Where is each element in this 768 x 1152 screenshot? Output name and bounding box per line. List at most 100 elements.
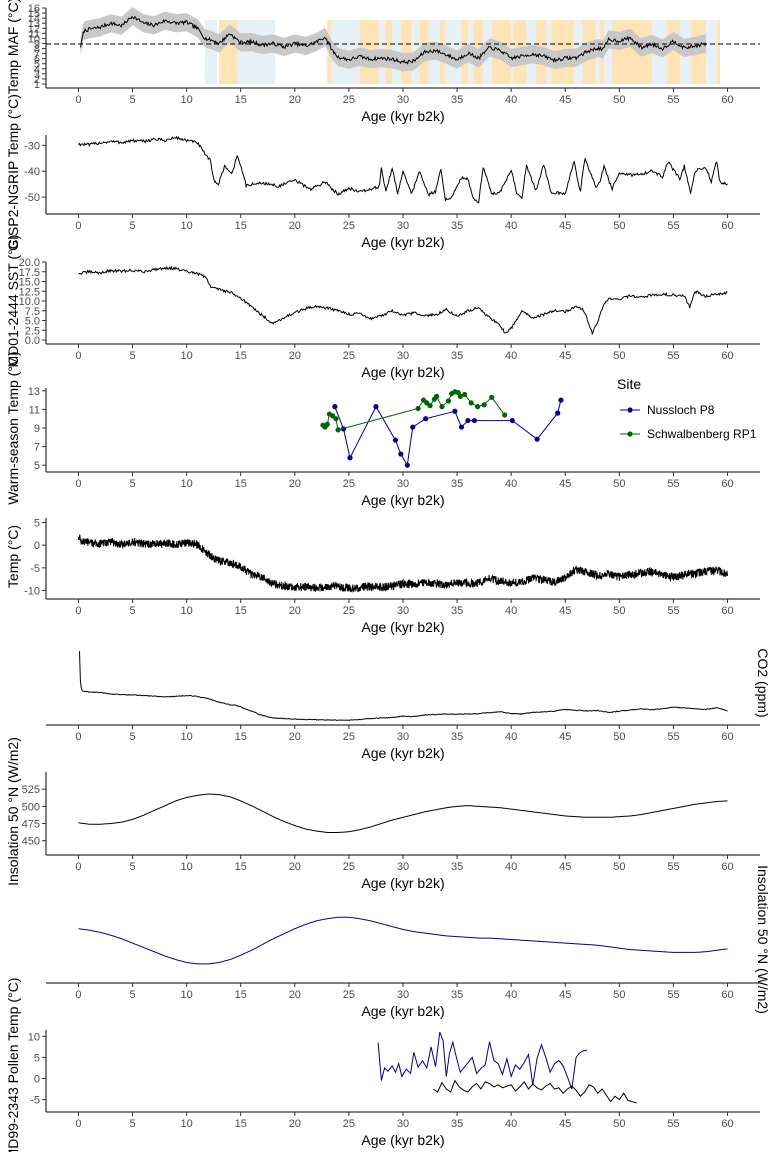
x-tick-label: 55: [667, 350, 679, 362]
data-point: [427, 403, 433, 409]
x-tick-label: 50: [613, 220, 625, 232]
y-tick-label: 525: [22, 784, 40, 796]
x-tick-label: 45: [559, 478, 571, 490]
x-tick-label: 45: [559, 220, 571, 232]
x-tick-label: 35: [451, 350, 463, 362]
data-point: [324, 421, 330, 427]
y-tick-label: 20.0: [19, 257, 40, 269]
legend-label: Nussloch P8: [647, 403, 715, 417]
y-tick-label: 17.5: [19, 267, 40, 279]
x-axis-label: Age (kyr b2k): [361, 1003, 444, 1019]
x-tick-label: 30: [397, 94, 409, 106]
data-point: [347, 455, 353, 461]
data-point: [415, 405, 421, 412]
series-line: [78, 916, 728, 965]
y-tick-label: 7: [34, 49, 40, 61]
y-tick-label: 7.5: [25, 306, 40, 318]
x-tick-label: 60: [721, 731, 733, 743]
y-axis-label: Insolation 50 °N (W/m2): [755, 865, 768, 1014]
data-point: [373, 404, 379, 410]
x-axis-label: Age (kyr b2k): [361, 745, 444, 761]
x-tick-label: 40: [505, 605, 517, 617]
panel-1: 0 5 10 15 20 25 30 35 40 45 50 55 601234567891011121…: [5, 0, 760, 124]
y-tick-label: -50: [24, 192, 40, 204]
x-tick-label: 10: [181, 861, 193, 873]
x-tick-label: 60: [721, 989, 733, 1001]
y-tick-label: 10.0: [19, 296, 40, 308]
x-tick-label: 15: [235, 605, 247, 617]
x-tick-label: 5: [129, 605, 135, 617]
data-point: [475, 404, 481, 410]
y-tick-label: 14: [28, 13, 40, 25]
x-tick-label: 15: [235, 1118, 247, 1130]
data-point: [465, 417, 471, 424]
legend-label: Schwalbenberg RP1: [647, 427, 757, 441]
panel-7: 0 5 10 15 20 25 30 35 40 45 50 55 60 450 475 500 525 Age …: [5, 737, 760, 891]
x-tick-label: 20: [289, 731, 301, 743]
y-tick-label: 5: [34, 1052, 40, 1064]
x-tick-label: 15: [235, 220, 247, 232]
x-tick-label: 5: [129, 94, 135, 106]
x-tick-label: 50: [613, 861, 625, 873]
y-tick-label: 5: [34, 460, 40, 472]
x-tick-label: 25: [343, 220, 355, 232]
y-axis-label: GISP2-NGRIP Temp (°C): [5, 94, 21, 251]
x-tick-label: 30: [397, 350, 409, 362]
x-tick-label: 45: [559, 731, 571, 743]
y-tick-label: 11: [29, 404, 40, 416]
legend-key-point: [627, 407, 633, 413]
x-tick-label: 25: [343, 989, 355, 1001]
x-tick-label: 0: [75, 350, 81, 362]
schwalbenberg-rp1-line: [322, 391, 506, 431]
y-tick-label: 15: [28, 8, 40, 20]
x-tick-label: 30: [397, 861, 409, 873]
interstadial-band: [604, 20, 612, 84]
data-point: [509, 417, 515, 424]
x-tick-label: 0: [75, 605, 81, 617]
data-point: [468, 400, 474, 406]
x-tick-label: 45: [559, 94, 571, 106]
data-point: [439, 404, 445, 410]
y-axis-label: CO2 (ppm): [755, 648, 768, 717]
x-tick-label: 40: [505, 731, 517, 743]
data-point: [558, 397, 564, 403]
panel-8: 0 5 10 15 20 25 30 35 40 45 50 55 60 Age (kyr b2k) Ins…: [46, 865, 768, 1019]
x-tick-label: 35: [451, 1118, 463, 1130]
y-tick-label: 8: [34, 44, 40, 56]
x-tick-label: 45: [559, 861, 571, 873]
x-tick-label: 40: [505, 220, 517, 232]
x-tick-label: 35: [451, 94, 463, 106]
x-tick-label: 20: [289, 1118, 301, 1130]
x-tick-label: 10: [181, 220, 193, 232]
x-tick-label: 30: [397, 731, 409, 743]
x-tick-label: 0: [75, 731, 81, 743]
x-tick-label: 55: [667, 478, 679, 490]
y-tick-label: 450: [22, 836, 40, 848]
x-tick-label: 20: [289, 94, 301, 106]
data-point: [489, 394, 495, 400]
x-axis-label: Age (kyr b2k): [361, 364, 444, 380]
series-line: [79, 651, 728, 721]
x-tick-label: 55: [667, 731, 679, 743]
data-point: [462, 391, 468, 398]
data-point: [404, 462, 410, 468]
x-tick-label: 5: [129, 478, 135, 490]
x-tick-label: 45: [559, 1118, 571, 1130]
x-tick-label: 55: [667, 605, 679, 617]
y-tick-label: 5: [34, 518, 40, 530]
x-tick-label: 50: [613, 94, 625, 106]
x-axis-label: Age (kyr b2k): [361, 492, 444, 508]
x-tick-label: 15: [235, 861, 247, 873]
x-tick-label: 25: [343, 350, 355, 362]
x-tick-label: 0: [75, 94, 81, 106]
x-tick-label: 55: [667, 1118, 679, 1130]
x-tick-label: 30: [397, 605, 409, 617]
x-tick-label: 20: [289, 350, 301, 362]
series-line: [78, 793, 728, 833]
y-tick-label: 7: [34, 442, 40, 454]
series-line: [80, 16, 707, 65]
y-axis-label: Temp (°C): [5, 525, 21, 588]
x-tick-label: 10: [181, 1118, 193, 1130]
